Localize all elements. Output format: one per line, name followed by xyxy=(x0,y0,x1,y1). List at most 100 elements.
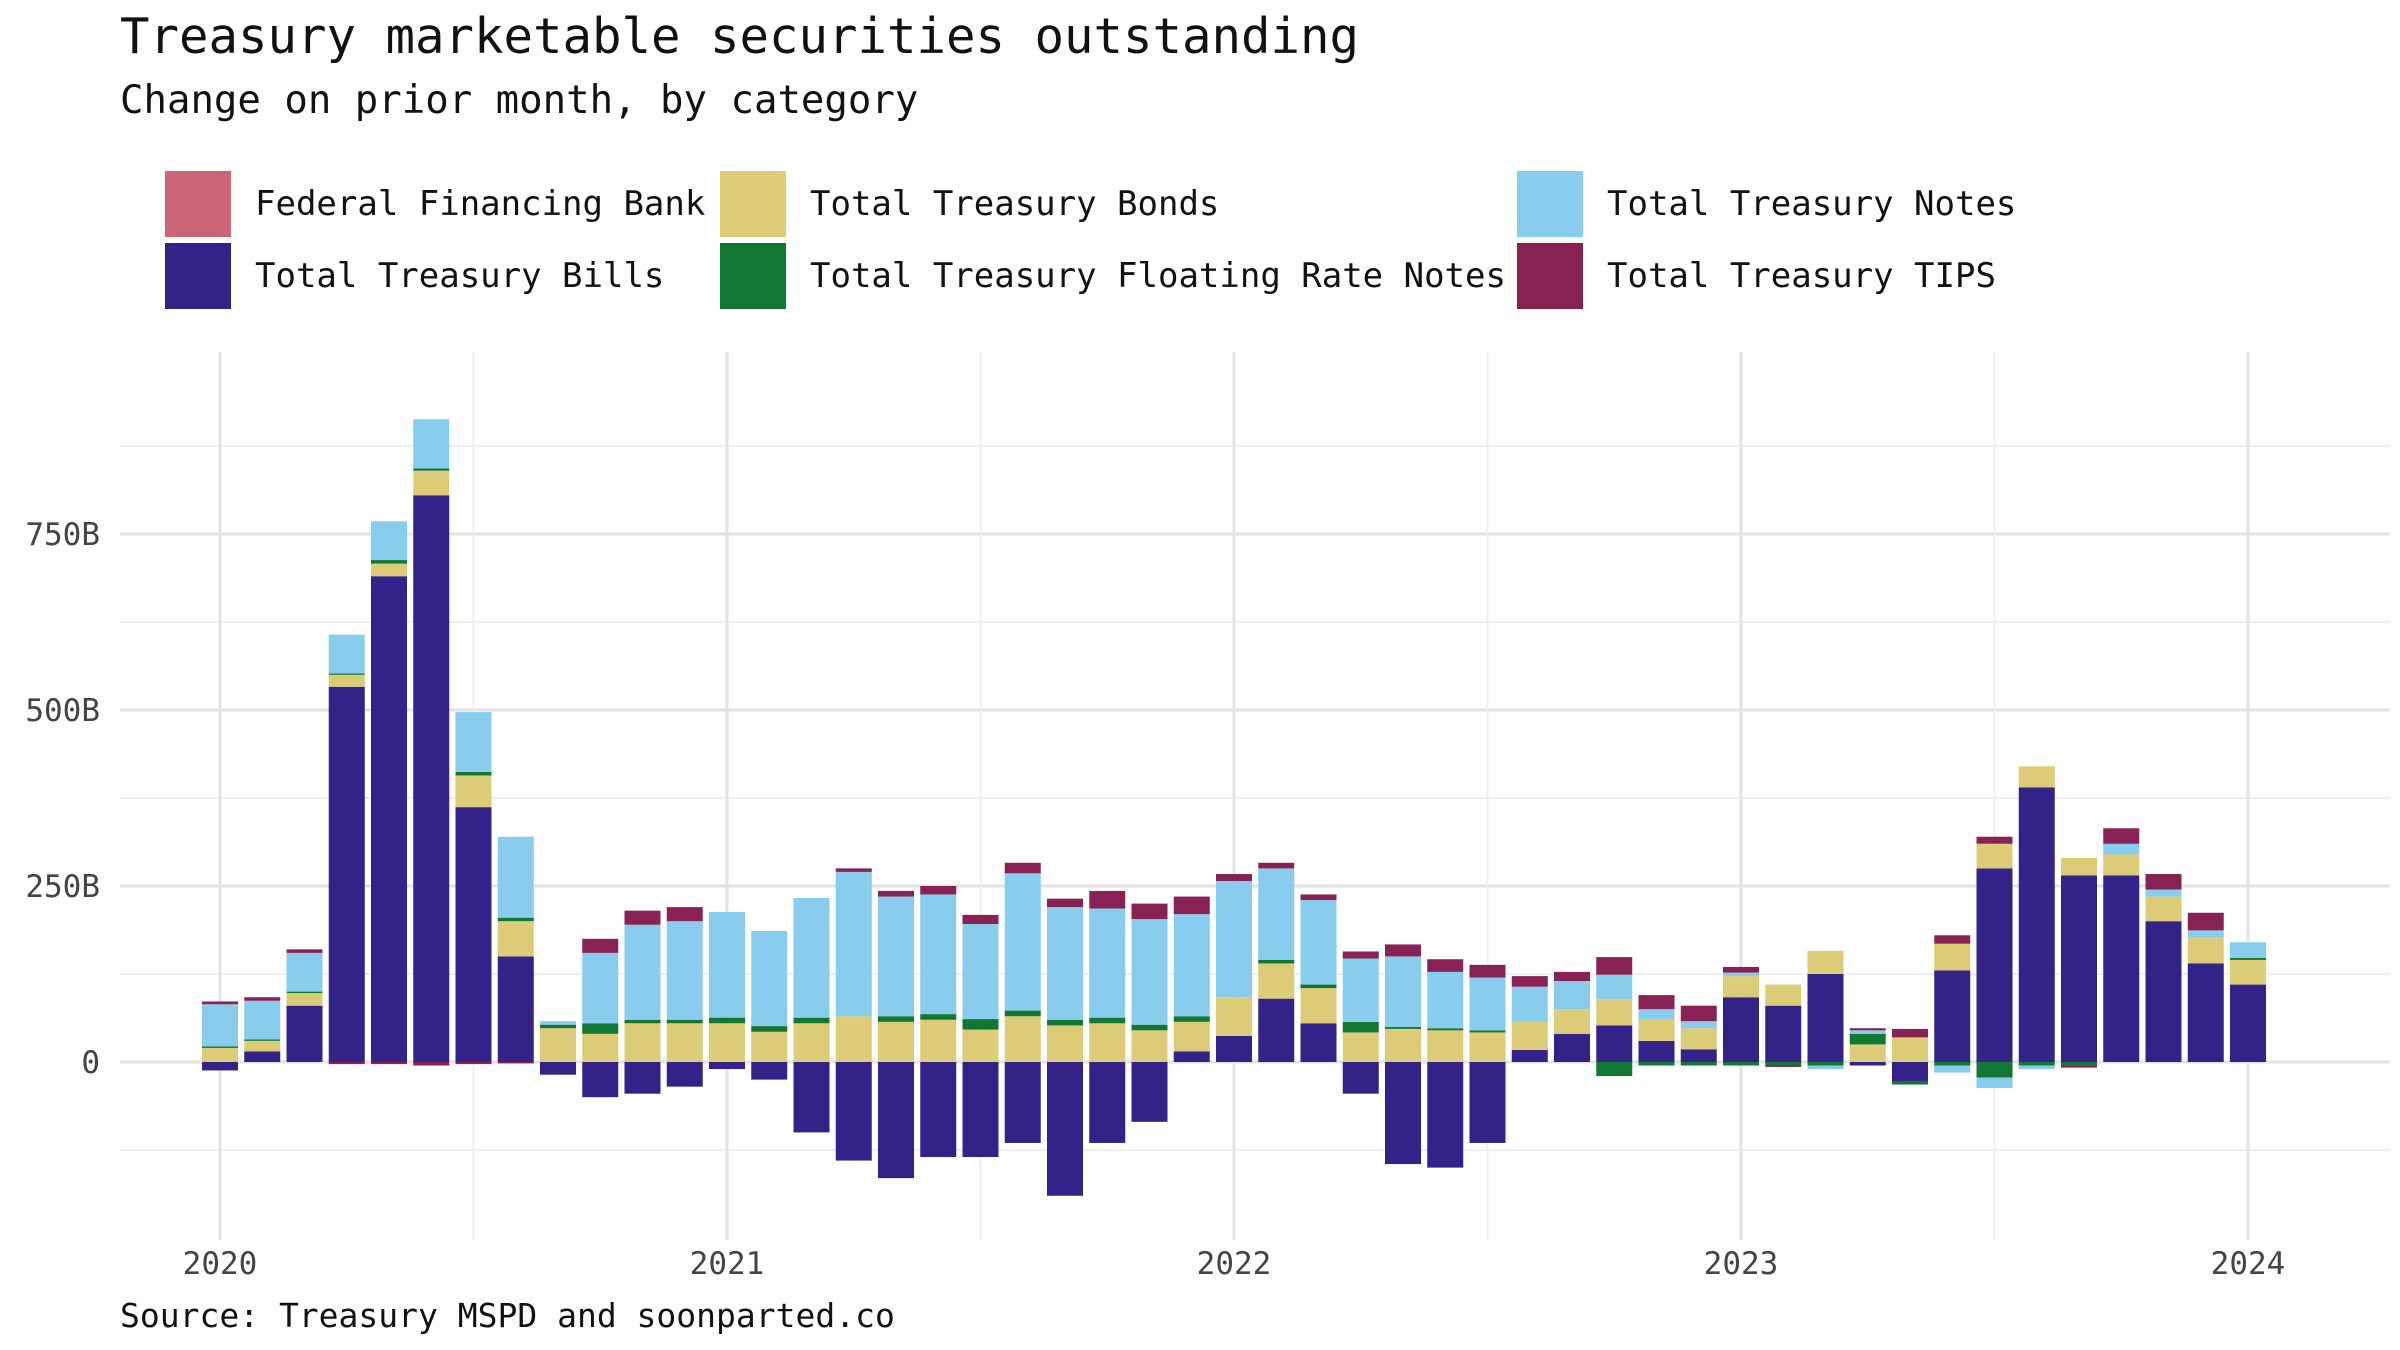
bar-total-treasury-floating-rate-notes-2020-01 xyxy=(202,1046,238,1048)
legend-item-federal-financing-bank: Federal Financing Bank xyxy=(165,171,705,237)
bar-total-treasury-tips-2020-02 xyxy=(244,997,281,1001)
bar-total-treasury-bills-2020-02 xyxy=(244,1051,281,1062)
bar-total-treasury-bills-2023-07 xyxy=(1976,868,2013,1062)
axis-labels: 0 250B 500B 750B 2020 2021 2022 2023 2024 xyxy=(25,517,2285,1282)
bar-total-treasury-bills-2020-09 xyxy=(540,1062,576,1075)
bar-total-treasury-bills-2022-07 xyxy=(1469,1062,1506,1143)
bar-total-treasury-bills-2021-09 xyxy=(1047,1062,1083,1196)
bar-total-treasury-bills-2020-06 xyxy=(413,495,450,1062)
bar-total-treasury-bonds-2021-10 xyxy=(1089,1023,1126,1062)
legend-item-total-treasury-bills: Total Treasury Bills xyxy=(165,243,664,309)
bar-total-treasury-floating-rate-notes-2021-01 xyxy=(709,1017,745,1024)
bar-total-treasury-tips-2021-07 xyxy=(962,914,999,925)
bar-total-treasury-floating-rate-notes-2020-04 xyxy=(328,673,365,675)
bar-total-treasury-floating-rate-notes-2020-10 xyxy=(582,1023,619,1034)
bar-total-treasury-notes-2021-08 xyxy=(1004,873,1041,1011)
bar-total-treasury-floating-rate-notes-2021-12 xyxy=(1173,1016,1210,1022)
bar-total-treasury-bonds-2021-07 xyxy=(962,1029,999,1062)
bar-total-treasury-floating-rate-notes-2023-06 xyxy=(1934,1062,1971,1066)
legend-swatch xyxy=(720,171,786,237)
bar-total-treasury-tips-2022-01 xyxy=(1216,874,1252,882)
bar-total-treasury-bills-2023-01 xyxy=(1723,997,1759,1062)
bar-total-treasury-bonds-2020-08 xyxy=(497,921,534,957)
bar-total-treasury-notes-2022-06 xyxy=(1427,971,1464,1029)
bar-total-treasury-bonds-2022-01 xyxy=(1216,997,1252,1036)
bar-total-treasury-notes-2023-07 xyxy=(1976,1077,2013,1089)
bar-total-treasury-notes-2023-10 xyxy=(2103,843,2140,855)
bar-total-treasury-bills-2023-10 xyxy=(2103,875,2140,1062)
y-tick-label: 250B xyxy=(25,869,100,905)
bar-total-treasury-bills-2022-11 xyxy=(1638,1040,1675,1062)
bar-total-treasury-notes-2022-05 xyxy=(1385,956,1421,1027)
bar-total-treasury-notes-2023-11 xyxy=(2145,889,2182,897)
bar-total-treasury-bonds-2021-12 xyxy=(1173,1021,1210,1052)
bar-total-treasury-bills-2020-07 xyxy=(455,807,492,1062)
bar-total-treasury-floating-rate-notes-2020-11 xyxy=(624,1019,661,1024)
bar-total-treasury-tips-2023-06 xyxy=(1934,935,1971,944)
bar-total-treasury-bonds-2022-04 xyxy=(1342,1032,1379,1062)
bar-total-treasury-bonds-2022-03 xyxy=(1300,988,1337,1024)
bar-total-treasury-bonds-2021-06 xyxy=(920,1019,957,1062)
chart-legend: Federal Financing Bank Total Treasury Bil… xyxy=(0,0,2400,330)
bar-total-treasury-tips-2023-01 xyxy=(1723,966,1759,973)
bar-total-treasury-tips-2022-06 xyxy=(1427,959,1464,972)
bar-total-treasury-floating-rate-notes-2020-09 xyxy=(540,1024,576,1029)
chart-subtitle: Change on prior month, by category xyxy=(120,78,919,123)
bar-total-treasury-floating-rate-notes-2022-04 xyxy=(1342,1021,1379,1033)
bar-total-treasury-tips-2020-05 xyxy=(371,1062,407,1065)
legend-swatch xyxy=(720,243,786,309)
bar-total-treasury-bills-2022-03 xyxy=(1300,1023,1337,1062)
bar-total-treasury-tips-2022-10 xyxy=(1596,957,1633,975)
chart-caption: Source: Treasury MSPD and soonparted.co xyxy=(120,1296,895,1335)
x-tick-label: 2021 xyxy=(690,1246,765,1282)
bar-total-treasury-floating-rate-notes-2021-06 xyxy=(920,1014,957,1020)
legend-label: Total Treasury Floating Rate Notes xyxy=(810,256,1506,296)
bar-total-treasury-bonds-2022-08 xyxy=(1511,1021,1548,1051)
bar-total-treasury-bonds-2020-05 xyxy=(371,563,407,577)
bar-total-treasury-bills-2023-09 xyxy=(2061,875,2097,1062)
bar-total-treasury-bills-2020-05 xyxy=(371,576,407,1062)
bar-total-treasury-bonds-2022-10 xyxy=(1596,999,1633,1026)
bar-total-treasury-notes-2023-06 xyxy=(1934,1065,1971,1073)
bar-total-treasury-tips-2021-06 xyxy=(920,886,957,895)
bar-total-treasury-bills-2021-04 xyxy=(835,1062,872,1161)
bar-total-treasury-notes-2022-12 xyxy=(1680,1021,1717,1029)
bar-total-treasury-floating-rate-notes-2021-11 xyxy=(1131,1024,1168,1031)
bar-total-treasury-notes-2020-11 xyxy=(624,924,661,1020)
bar-total-treasury-bonds-2023-06 xyxy=(1934,943,1971,971)
bar-total-treasury-notes-2020-08 xyxy=(497,836,534,918)
bar-total-treasury-bonds-2020-12 xyxy=(666,1023,703,1062)
bar-total-treasury-bonds-2023-01 xyxy=(1723,976,1759,998)
bar-total-treasury-tips-2022-08 xyxy=(1511,976,1548,987)
bar-total-treasury-bills-2020-04 xyxy=(328,686,365,1062)
bar-total-treasury-bonds-2021-09 xyxy=(1047,1025,1083,1062)
bar-total-treasury-notes-2020-10 xyxy=(582,952,619,1024)
x-tick-label: 2023 xyxy=(1704,1246,1779,1282)
bar-total-treasury-notes-2023-08 xyxy=(2018,1065,2055,1070)
bar-total-treasury-notes-2020-09 xyxy=(540,1021,576,1025)
bar-total-treasury-floating-rate-notes-2023-08 xyxy=(2018,1062,2055,1066)
bar-total-treasury-bills-2023-11 xyxy=(2145,921,2182,1062)
bar-total-treasury-bills-2020-03 xyxy=(286,1005,323,1062)
bar-total-treasury-tips-2022-11 xyxy=(1638,995,1675,1010)
legend-swatch xyxy=(1517,171,1583,237)
bar-total-treasury-bonds-2023-04 xyxy=(1849,1044,1886,1062)
bar-total-treasury-bills-2021-11 xyxy=(1131,1062,1168,1122)
bar-total-treasury-bonds-2023-11 xyxy=(2145,896,2182,922)
bar-total-treasury-floating-rate-notes-2023-02 xyxy=(1765,1062,1802,1066)
bars xyxy=(202,419,2266,1196)
bar-total-treasury-floating-rate-notes-2023-01 xyxy=(1723,1062,1759,1066)
bar-total-treasury-floating-rate-notes-2021-10 xyxy=(1089,1017,1126,1024)
bar-total-treasury-notes-2023-03 xyxy=(1807,1065,1844,1070)
bar-total-treasury-tips-2023-02 xyxy=(1765,1065,1802,1067)
bar-total-treasury-bonds-2023-07 xyxy=(1976,843,2013,869)
bar-total-treasury-tips-2021-12 xyxy=(1173,896,1210,915)
bar-total-treasury-floating-rate-notes-2023-04 xyxy=(1849,1033,1886,1045)
bar-total-treasury-bills-2022-06 xyxy=(1427,1062,1464,1168)
bar-total-treasury-tips-2023-04 xyxy=(1849,1028,1886,1031)
bar-total-treasury-notes-2022-03 xyxy=(1300,900,1337,985)
bar-total-treasury-bills-2021-03 xyxy=(793,1062,830,1133)
bar-total-treasury-bills-2020-12 xyxy=(666,1062,703,1087)
bar-total-treasury-tips-2020-12 xyxy=(666,907,703,922)
bar-total-treasury-bonds-2020-09 xyxy=(540,1028,576,1062)
